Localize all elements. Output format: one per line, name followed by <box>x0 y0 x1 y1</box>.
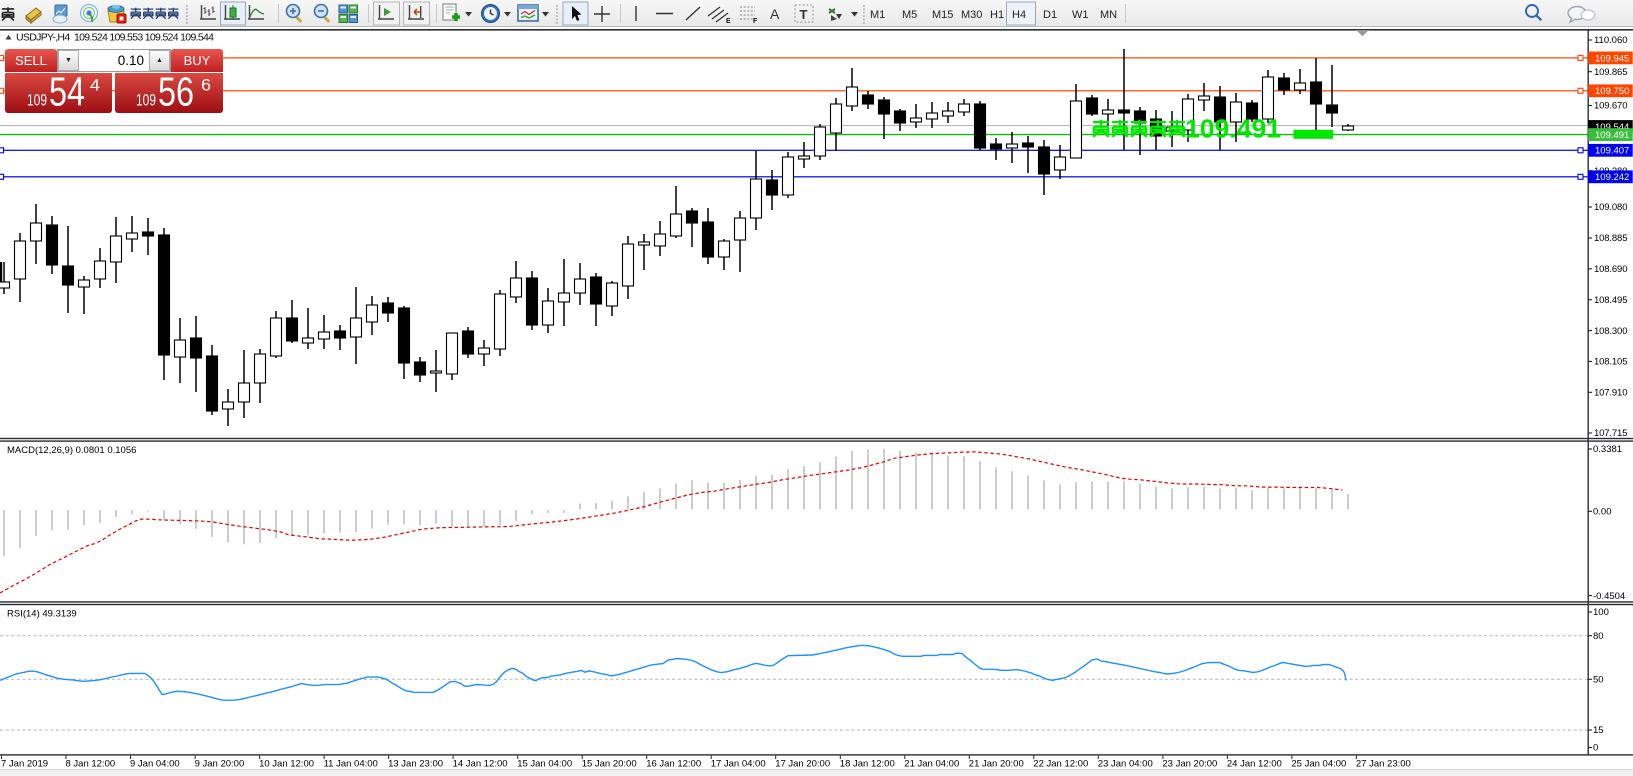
svg-text:108.885: 108.885 <box>1594 233 1628 244</box>
svg-text:E: E <box>726 18 731 25</box>
svg-text:14 Jan 12:00: 14 Jan 12:00 <box>453 759 508 770</box>
svg-text:0.3381: 0.3381 <box>1593 444 1622 455</box>
svg-text:109: 109 <box>136 91 156 109</box>
svg-text:108.495: 108.495 <box>1594 295 1628 306</box>
svg-text:8 Jan 12:00: 8 Jan 12:00 <box>66 759 116 770</box>
svg-text:18 Jan 12:00: 18 Jan 12:00 <box>840 759 895 770</box>
svg-text:-0.4504: -0.4504 <box>1593 591 1625 602</box>
svg-text:F: F <box>753 18 758 25</box>
svg-text:109.407: 109.407 <box>1595 146 1629 157</box>
svg-text:13 Jan 23:00: 13 Jan 23:00 <box>388 759 443 770</box>
svg-text:9 Jan 04:00: 9 Jan 04:00 <box>130 759 180 770</box>
svg-text:23 Jan 20:00: 23 Jan 20:00 <box>1162 759 1217 770</box>
svg-text:109.491: 109.491 <box>1185 114 1281 144</box>
svg-text:50: 50 <box>1593 675 1604 686</box>
svg-text:27 Jan 23:00: 27 Jan 23:00 <box>1356 759 1411 770</box>
svg-text:25 Jan 04:00: 25 Jan 04:00 <box>1291 759 1346 770</box>
svg-text:A: A <box>770 6 780 22</box>
svg-text:M1: M1 <box>870 9 885 21</box>
svg-text:109.670: 109.670 <box>1594 101 1628 112</box>
svg-text:M5: M5 <box>902 9 917 21</box>
svg-text:15: 15 <box>1593 725 1604 736</box>
svg-text:0.00: 0.00 <box>1593 507 1612 518</box>
svg-text:109: 109 <box>27 91 47 109</box>
svg-text:110.060: 110.060 <box>1594 35 1628 46</box>
svg-text:9 Jan 20:00: 9 Jan 20:00 <box>195 759 245 770</box>
svg-text:109.242: 109.242 <box>1595 172 1629 183</box>
svg-text:109.750: 109.750 <box>1595 86 1629 97</box>
svg-text:24 Jan 12:00: 24 Jan 12:00 <box>1227 759 1282 770</box>
svg-text:21 Jan 04:00: 21 Jan 04:00 <box>904 759 959 770</box>
svg-text:80: 80 <box>1593 631 1604 642</box>
svg-text:108.105: 108.105 <box>1594 357 1628 368</box>
svg-text:56: 56 <box>158 69 194 113</box>
svg-text:0: 0 <box>1593 743 1598 754</box>
svg-text:100: 100 <box>1593 607 1609 618</box>
svg-text:15 Jan 04:00: 15 Jan 04:00 <box>517 759 572 770</box>
svg-text:109.544: 109.544 <box>1595 122 1629 133</box>
svg-text:23 Jan 04:00: 23 Jan 04:00 <box>1098 759 1153 770</box>
svg-text:RSI(14) 49.3139: RSI(14) 49.3139 <box>7 609 77 620</box>
svg-text:T: T <box>800 7 808 22</box>
svg-text:16 Jan 12:00: 16 Jan 12:00 <box>646 759 701 770</box>
svg-text:109.080: 109.080 <box>1594 202 1628 213</box>
svg-text:M15: M15 <box>932 9 953 21</box>
svg-text:107.715: 107.715 <box>1594 428 1628 439</box>
svg-text:17 Jan 04:00: 17 Jan 04:00 <box>711 759 766 770</box>
svg-text:109.491: 109.491 <box>1595 130 1629 141</box>
svg-text:H1: H1 <box>990 9 1004 21</box>
svg-text:11 Jan 04:00: 11 Jan 04:00 <box>324 759 378 770</box>
svg-text:H4: H4 <box>1012 9 1026 21</box>
svg-text:109.945: 109.945 <box>1595 53 1629 64</box>
svg-text:108.690: 108.690 <box>1594 264 1628 275</box>
svg-text:M30: M30 <box>961 9 982 21</box>
svg-text:7 Jan 2019: 7 Jan 2019 <box>1 759 48 770</box>
svg-text:4: 4 <box>90 77 100 95</box>
svg-text:109.865: 109.865 <box>1594 67 1628 78</box>
svg-text:108.300: 108.300 <box>1594 326 1628 337</box>
svg-text:17 Jan 20:00: 17 Jan 20:00 <box>775 759 830 770</box>
svg-text:W1: W1 <box>1072 9 1089 21</box>
svg-text:22 Jan 12:00: 22 Jan 12:00 <box>1033 759 1088 770</box>
svg-text:MACD(12,26,9) 0.0801 0.1056: MACD(12,26,9) 0.0801 0.1056 <box>7 445 136 456</box>
svg-text:54: 54 <box>49 69 85 113</box>
svg-text:21 Jan 20:00: 21 Jan 20:00 <box>969 759 1024 770</box>
svg-text:10 Jan 12:00: 10 Jan 12:00 <box>259 759 314 770</box>
svg-text:MN: MN <box>1100 9 1117 21</box>
svg-text:USDJPY-,H4 109.524 109.553 10: USDJPY-,H4 109.524 109.553 109.524 109.5… <box>16 32 214 44</box>
svg-text:15 Jan 20:00: 15 Jan 20:00 <box>582 759 637 770</box>
svg-text:D1: D1 <box>1043 9 1057 21</box>
svg-text:6: 6 <box>201 77 211 95</box>
svg-text:107.910: 107.910 <box>1594 388 1628 399</box>
